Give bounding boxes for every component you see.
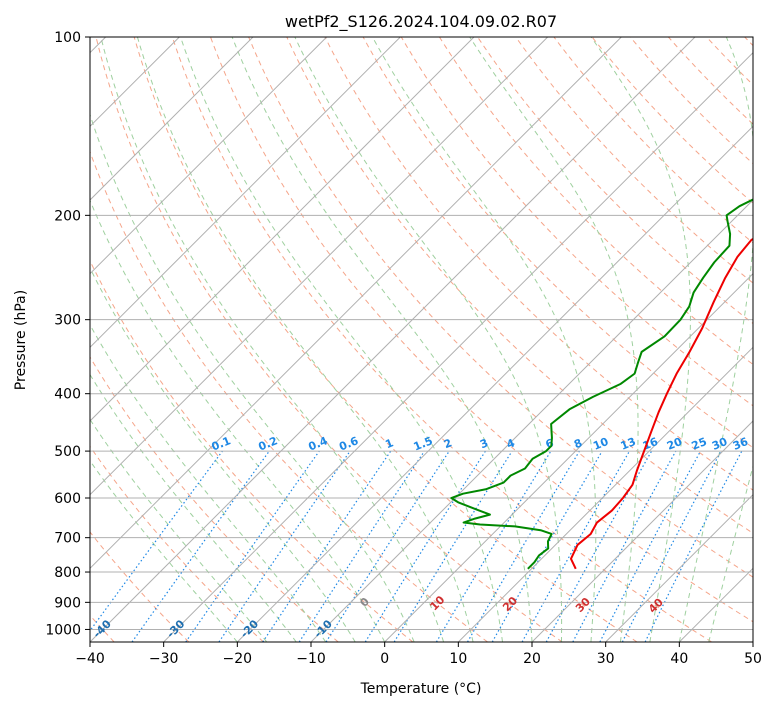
mixing-ratio-label: 1 [383,436,395,451]
mixing-ratio-label: 36 [731,435,750,453]
background-lines [90,37,753,642]
moist-adiabat-line [231,37,533,642]
moist-adiabat-line [136,37,474,642]
isotherm-line [384,272,753,642]
moist-adiabat-line [180,37,504,642]
x-tick-label: 10 [449,651,467,667]
isotherm-line [605,493,753,642]
y-tick-label: 500 [54,444,81,460]
mixing-ratio-line [90,450,223,632]
plot-frame [89,36,754,643]
y-tick-label: 1000 [45,622,81,638]
x-axis: −40 −30 −20 −10 0 10 20 30 40 50 [75,642,762,667]
dry-adiabat-line [286,37,753,534]
mixing-ratio-line [435,450,552,642]
mixing-ratio-line [521,450,631,642]
moist-adiabat-line [90,266,356,642]
isotherm-line [163,51,753,642]
isotherm-line [90,37,549,496]
x-tick-label: −10 [296,651,326,667]
dry-adiabat-line [95,37,563,642]
dry-adiabat-line [90,356,339,642]
dry-adiabat-line [248,37,753,578]
y-tick-label: 200 [54,208,81,224]
mixing-ratio-label: 8 [572,436,584,451]
mixing-ratio-line [185,450,320,642]
moist-adiabat-line [294,37,563,642]
mixing-ratio-line [491,450,603,642]
moist-adiabat-line [590,37,691,642]
moist-adiabat-line [469,37,639,642]
isotherm-line [310,199,753,642]
mixing-ratio-label: 30 [710,435,729,453]
isotherm-line [90,37,328,275]
y-tick-label: 400 [54,387,81,403]
mixing-ratio-label: 2 [442,436,454,451]
mixing-ratio-line [393,450,513,642]
x-axis-title: Temperature (°C) [360,681,482,697]
isotherm-line [90,37,622,570]
isotherm-line [90,37,254,201]
moist-adiabat-line [100,37,445,642]
moist-adiabat-line [90,373,297,642]
isotherm-line [236,125,753,642]
mixing-ratio-line [131,450,270,642]
isotherm-line [90,37,401,349]
dry-adiabat-line [439,37,753,366]
mixing-ratio-label: 20 [665,435,684,453]
dry-adiabat-line [324,37,753,491]
mixing-ratio-label: 3 [478,436,490,451]
moist-adiabat-line [90,418,268,642]
y-axis-title: Pressure (hPa) [13,290,29,390]
mixing-ratio-line [364,450,486,642]
x-tick-label: 30 [597,651,615,667]
y-tick-label: 900 [54,595,81,611]
mixing-ratio-label: 13 [619,435,638,453]
mixing-ratio-label: 25 [690,435,709,453]
mixing-ratio-line [218,450,351,642]
dry-adiabat-line [400,37,753,407]
mixing-ratio-line [572,450,677,642]
isotherm-line [457,346,753,642]
y-axis: 100 200 300 400 500 600 700 800 900 1000 [45,30,90,638]
moist-adiabat-line [90,323,327,642]
isotherm-line [531,420,753,642]
x-tick-label: −20 [223,651,253,667]
x-tick-label: 0 [380,651,389,667]
mixing-ratio-label: 10 [591,435,610,453]
dry-adiabat-line [90,259,414,642]
isotherm-line [90,37,696,642]
y-tick-label: 300 [54,313,81,329]
dry-adiabat-line [133,37,638,642]
x-tick-label: 40 [670,651,688,667]
x-tick-label: 20 [523,651,541,667]
mixing-ratio-line [325,450,450,642]
x-tick-label: −40 [75,651,105,667]
x-tick-label: 50 [744,651,762,667]
y-tick-label: 800 [54,565,81,581]
moist-adiabat-line [90,113,415,642]
y-tick-label: 100 [54,30,81,46]
moist-adiabat-line [90,460,238,642]
moist-adiabat-line [372,37,597,642]
isotherm-line [90,37,475,422]
dewpoint-profile-line [450,198,753,570]
temperature-profile-line [569,237,753,570]
y-tick-label: 600 [54,491,81,507]
chart-title: wetPf2_S126.2024.104.09.02.R07 [285,12,557,32]
y-tick-label: 700 [54,531,81,547]
mixing-ratio-line [466,450,580,642]
dry-adiabat-line [90,531,190,642]
sounding-series [450,198,753,570]
moist-adiabat-line [90,199,386,642]
x-tick-label: −30 [149,651,179,667]
